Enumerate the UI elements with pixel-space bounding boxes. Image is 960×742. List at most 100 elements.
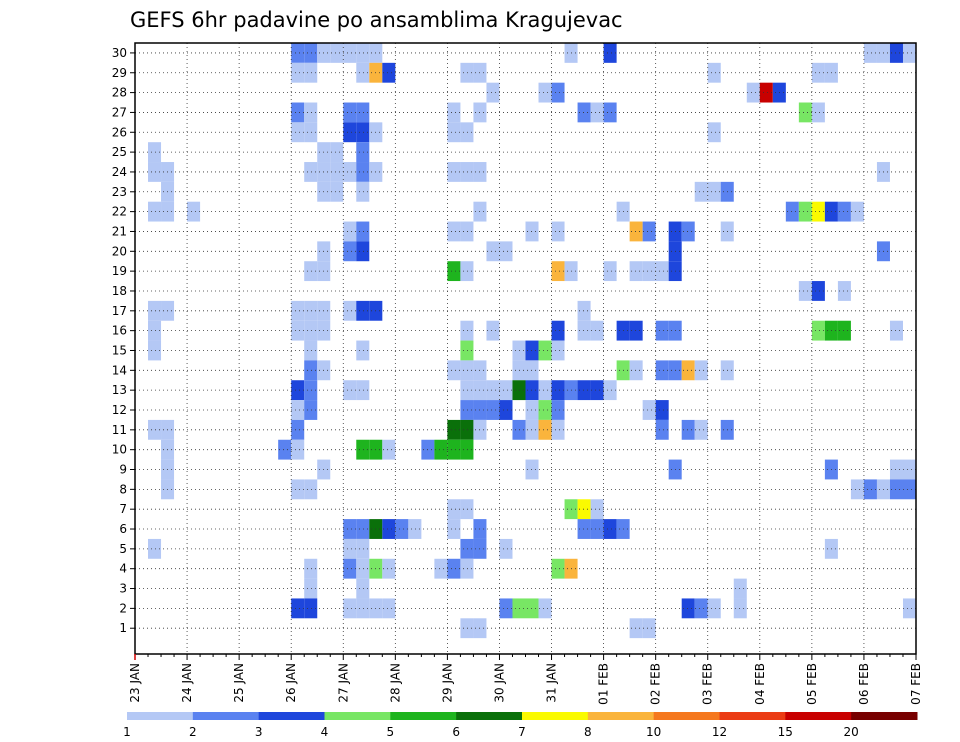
legend-label: 10 (646, 725, 661, 739)
precip-cell (746, 82, 760, 103)
precip-cell (811, 201, 825, 222)
legend-label: 7 (518, 725, 526, 739)
precip-cell (291, 320, 305, 341)
y-tick-label: 18 (112, 284, 127, 298)
legend-swatch (456, 712, 523, 720)
y-tick-label: 6 (119, 522, 127, 536)
precip-cell (356, 598, 370, 619)
precip-cell (551, 558, 565, 579)
precip-cell (486, 400, 500, 420)
precip-cell (330, 43, 344, 63)
precip-cell (356, 162, 370, 182)
precip-cell (330, 181, 344, 202)
precip-cell (525, 360, 539, 381)
precip-cell (356, 578, 370, 599)
precip-cell (148, 320, 162, 341)
precip-cell (538, 82, 552, 103)
legend-swatch (653, 712, 720, 720)
precip-cell (148, 142, 162, 163)
precip-cell (356, 519, 370, 539)
precip-cell (343, 558, 357, 579)
precip-cell (343, 380, 357, 401)
y-tick-label: 26 (112, 125, 127, 139)
precip-cell (889, 479, 903, 500)
y-tick-label: 30 (112, 46, 127, 60)
precip-cell (902, 598, 916, 619)
precip-cell (590, 519, 604, 539)
precip-cell (590, 102, 604, 123)
precip-cell (551, 340, 565, 361)
y-tick-label: 9 (119, 463, 127, 477)
x-tick-label: 01 FEB (597, 663, 611, 705)
precip-cell (551, 400, 565, 420)
precip-cell (642, 618, 656, 639)
y-tick-label: 17 (112, 304, 127, 318)
precip-cell (356, 300, 370, 321)
precip-cell (291, 300, 305, 321)
precip-cell (733, 578, 747, 599)
precip-cell (343, 221, 357, 242)
precip-cell (356, 538, 370, 559)
x-tick-label: 07 FEB (909, 663, 923, 705)
precip-cell (655, 320, 669, 341)
precip-cell (551, 380, 565, 401)
x-tick-label: 30 JAN (493, 663, 507, 703)
precip-cell (577, 102, 591, 123)
y-tick-label: 24 (112, 165, 127, 179)
precip-cell (655, 261, 669, 282)
color-legend: 1 2 3 4 5 6 7 8 10 12 15 20 (123, 712, 918, 739)
x-tick-label: 31 JAN (545, 663, 559, 703)
precip-cell (512, 419, 526, 440)
precip-cell (447, 558, 461, 579)
precip-cell (551, 221, 565, 242)
precip-cell (291, 439, 305, 460)
precip-cell (681, 419, 695, 440)
precip-cell (525, 221, 539, 242)
precip-cell (460, 62, 474, 83)
precip-cell (863, 479, 877, 500)
y-tick-label: 28 (112, 86, 127, 100)
legend-swatch (192, 712, 260, 720)
chart-title: GEFS 6hr padavine po ansamblima Kragujev… (130, 8, 623, 32)
precip-cell (603, 261, 617, 282)
precip-cell (343, 102, 357, 123)
precip-cell (551, 82, 565, 103)
precip-cell (382, 558, 396, 579)
precip-cell (694, 360, 708, 381)
precip-cell (356, 181, 370, 202)
precip-cell (551, 261, 565, 282)
precip-cell (785, 201, 799, 222)
precip-cell (447, 499, 461, 520)
precip-cell (304, 400, 318, 420)
precip-cell (512, 340, 526, 361)
precip-cell (447, 221, 461, 242)
precip-cell (382, 519, 396, 539)
x-tick-label: 24 JAN (180, 663, 194, 703)
y-tick-label: 16 (112, 324, 127, 338)
precip-cell (460, 499, 474, 520)
precip-cell (356, 142, 370, 163)
legend-label: 5 (386, 725, 394, 739)
y-tick-label: 1 (119, 621, 127, 635)
precip-cell (889, 459, 903, 480)
precip-cell (629, 618, 643, 639)
precip-cell (629, 261, 643, 282)
y-tick-label: 10 (112, 443, 127, 457)
precip-cell (577, 320, 591, 341)
precip-cell (902, 43, 916, 63)
precip-cell (460, 221, 474, 242)
y-tick-label: 29 (112, 66, 127, 80)
precip-cell (460, 558, 474, 579)
legend-label: 2 (189, 725, 197, 739)
precip-cell (811, 62, 825, 83)
precip-cell (655, 419, 669, 440)
precip-cell (382, 62, 396, 83)
y-tick-label: 25 (112, 145, 127, 159)
precip-cell (278, 439, 292, 460)
precip-cell (525, 380, 539, 401)
y-tick-label: 13 (112, 383, 127, 397)
precip-cell (395, 519, 409, 539)
precip-cell (460, 618, 474, 639)
precip-cell (291, 380, 305, 401)
precip-cell (707, 122, 721, 143)
